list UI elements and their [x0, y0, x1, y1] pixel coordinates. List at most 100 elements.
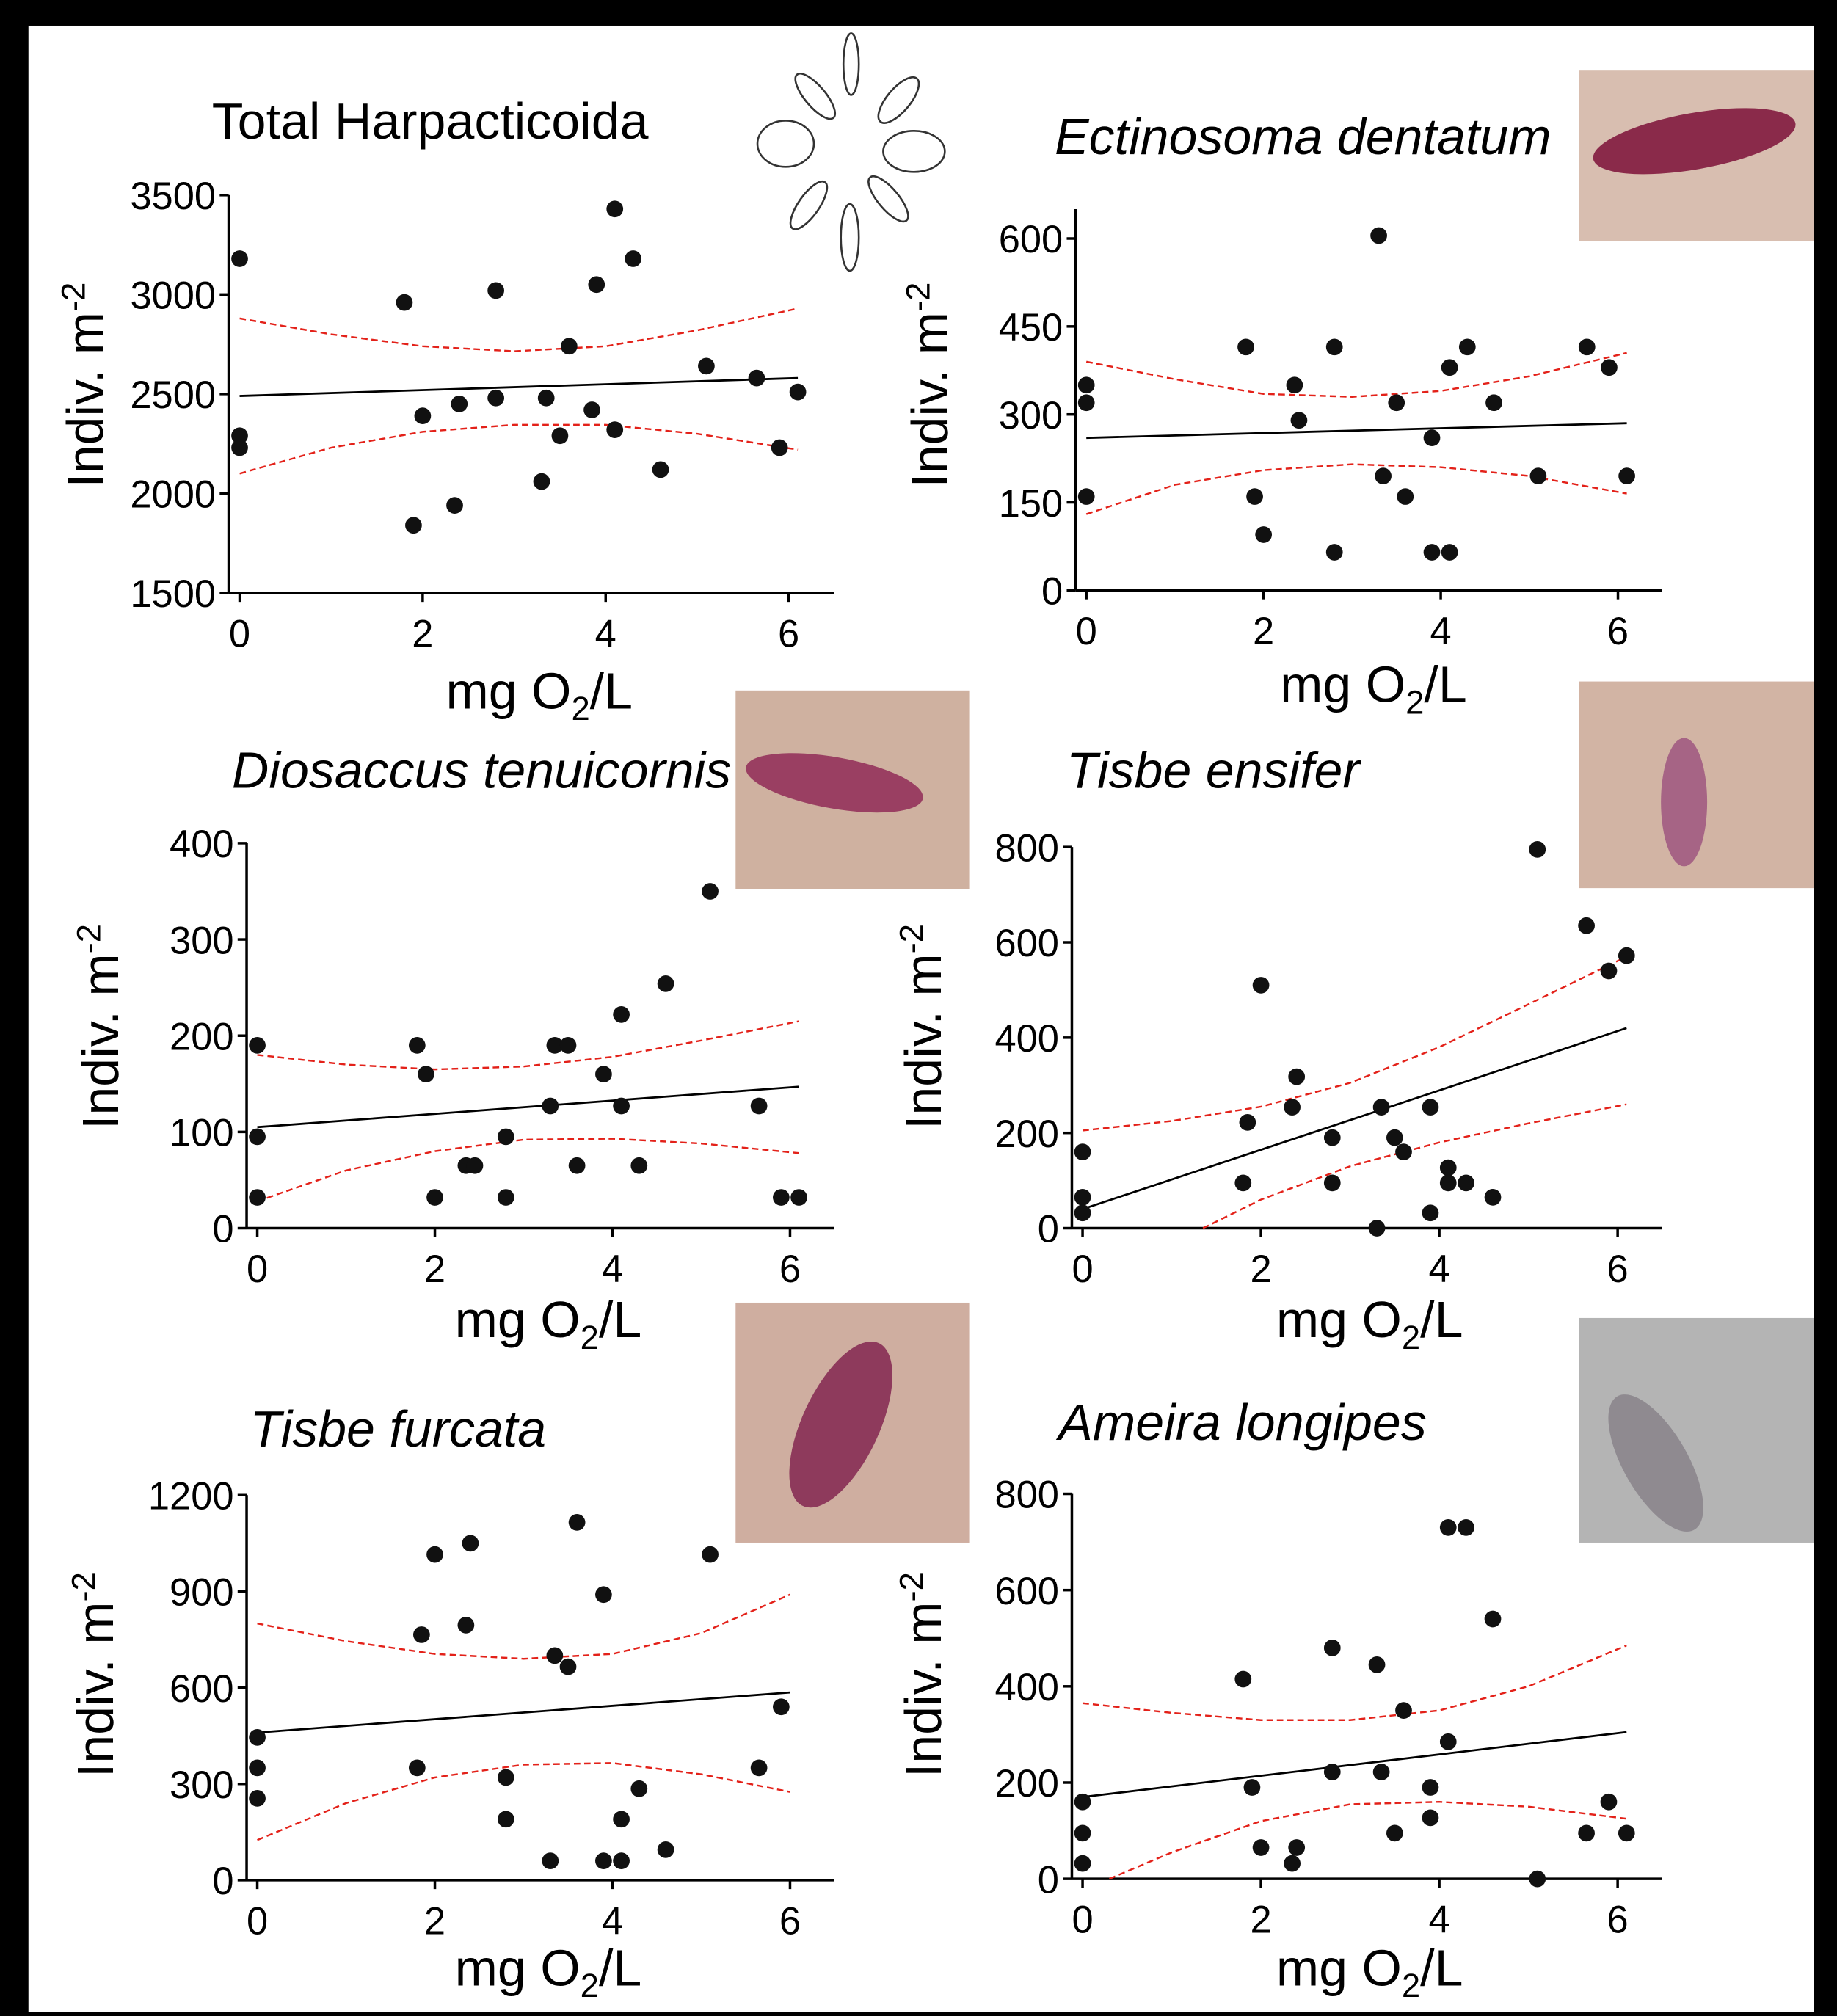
- y-tick-label: 400: [994, 1018, 1059, 1060]
- x-axis-label: mg O2/L: [1276, 1939, 1463, 2004]
- x-tick-label: 6: [1607, 1899, 1629, 1942]
- data-point: [534, 473, 550, 490]
- data-point: [462, 1535, 479, 1551]
- x-tick-label: 4: [1429, 1248, 1450, 1291]
- data-point: [773, 1189, 790, 1206]
- data-point: [546, 1647, 563, 1664]
- data-point: [1246, 488, 1263, 505]
- data-point: [426, 1189, 443, 1206]
- data-point: [552, 427, 569, 444]
- data-point: [542, 1098, 559, 1115]
- data-point: [1397, 488, 1414, 505]
- data-point: [1601, 963, 1618, 980]
- y-tick-label: 600: [994, 923, 1059, 965]
- data-point: [1074, 1143, 1091, 1160]
- x-axis-label-part: mg O: [445, 662, 571, 719]
- x-axis-label-part: /L: [1420, 1939, 1463, 1996]
- x-tick-label: 2: [424, 1900, 445, 1943]
- x-axis-label: mg O2/L: [1280, 656, 1467, 721]
- data-point: [625, 250, 641, 267]
- x-tick-label: 0: [247, 1248, 268, 1291]
- y-tick-label: 100: [170, 1113, 234, 1155]
- x-axis-label-part: 2: [571, 690, 589, 727]
- data-point: [606, 421, 623, 438]
- x-axis-label-part: 2: [581, 1967, 599, 2004]
- data-point: [1237, 338, 1254, 355]
- x-axis-label-part: mg O: [1276, 1291, 1402, 1348]
- y-tick-label: 800: [994, 1474, 1059, 1517]
- data-point: [1529, 1871, 1546, 1888]
- data-point: [595, 1852, 612, 1869]
- data-point: [658, 1841, 674, 1858]
- data-point: [498, 1129, 514, 1146]
- y-axis-label-sup: -2: [65, 1572, 103, 1601]
- data-point: [1370, 228, 1387, 244]
- data-point: [613, 1006, 630, 1023]
- data-point: [415, 407, 432, 424]
- x-tick-label: 0: [229, 613, 250, 655]
- y-axis-label-text: Indiv. m: [895, 953, 952, 1129]
- data-point: [487, 390, 504, 407]
- x-tick-label: 0: [1072, 1899, 1093, 1942]
- y-tick-label: 900: [170, 1572, 234, 1615]
- y-tick-label: 200: [994, 1763, 1059, 1805]
- y-tick-label: 3000: [130, 275, 216, 318]
- data-point: [1458, 1174, 1474, 1191]
- data-point: [405, 517, 422, 534]
- data-point: [652, 461, 669, 478]
- data-point: [1485, 1611, 1502, 1628]
- y-tick-label: 0: [212, 1209, 233, 1251]
- x-tick-label: 0: [1072, 1248, 1093, 1291]
- x-tick-label: 6: [1607, 611, 1629, 653]
- data-point: [1288, 1839, 1305, 1856]
- chart-title: Ectinosoma dentatum: [1055, 108, 1551, 165]
- y-tick-label: 0: [1038, 1209, 1059, 1251]
- chart-title: Tisbe ensifer: [1066, 742, 1361, 799]
- chart-title: Tisbe furcata: [250, 1400, 547, 1458]
- data-point: [1422, 1779, 1439, 1796]
- y-axis-label-text: Indiv. m: [72, 953, 129, 1129]
- data-point: [1255, 526, 1272, 543]
- x-tick-label: 6: [1607, 1248, 1629, 1291]
- x-tick-label: 4: [602, 1248, 623, 1291]
- data-point: [249, 1189, 266, 1206]
- data-point: [1422, 1204, 1439, 1221]
- x-tick-label: 2: [1253, 611, 1274, 653]
- x-axis-label-part: /L: [590, 662, 633, 719]
- data-point: [487, 283, 504, 299]
- data-point: [1234, 1174, 1251, 1191]
- y-axis-label-sup: -2: [899, 283, 936, 312]
- data-point: [249, 1790, 266, 1807]
- x-axis-label-part: /L: [1424, 656, 1466, 713]
- data-point: [1485, 1189, 1502, 1206]
- data-point: [1618, 947, 1635, 964]
- data-point: [595, 1586, 612, 1603]
- figure: Total Harpacticoida150020002500300035000…: [0, 0, 1837, 2012]
- y-axis-label-sup: -2: [893, 1572, 931, 1601]
- data-point: [1244, 1779, 1261, 1796]
- data-point: [702, 883, 719, 900]
- data-point: [1424, 429, 1441, 446]
- data-point: [630, 1157, 647, 1174]
- data-point: [1074, 1204, 1091, 1221]
- data-point: [249, 1129, 266, 1146]
- data-point: [409, 1037, 426, 1054]
- data-point: [1388, 394, 1405, 411]
- y-tick-label: 200: [170, 1016, 234, 1058]
- data-point: [1601, 1794, 1618, 1811]
- data-point: [1618, 1824, 1635, 1841]
- data-point: [1074, 1189, 1091, 1206]
- y-axis-label: Indiv. m-2: [899, 283, 958, 488]
- data-point: [538, 390, 555, 407]
- data-point: [560, 1037, 577, 1054]
- x-tick-label: 6: [779, 1248, 801, 1291]
- data-point: [1078, 394, 1095, 411]
- y-axis-label-sup: -2: [55, 283, 92, 312]
- data-point: [1078, 488, 1095, 505]
- x-axis-label-part: mg O: [1276, 1939, 1402, 1996]
- data-point: [542, 1852, 559, 1869]
- data-point: [1375, 467, 1392, 484]
- data-point: [1618, 467, 1635, 484]
- data-point: [1459, 338, 1476, 355]
- data-point: [790, 384, 807, 401]
